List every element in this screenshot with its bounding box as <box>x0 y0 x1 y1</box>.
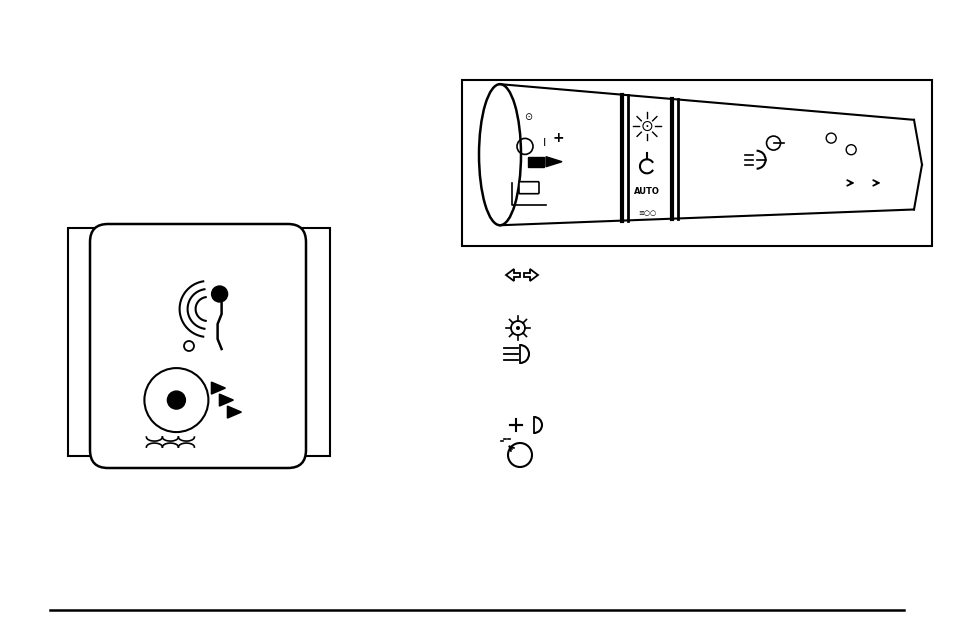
Polygon shape <box>545 156 561 167</box>
Text: I: I <box>543 138 546 148</box>
Polygon shape <box>227 406 241 418</box>
Circle shape <box>167 391 185 409</box>
Polygon shape <box>212 382 225 394</box>
Polygon shape <box>219 394 233 406</box>
Text: ≡○○: ≡○○ <box>638 210 656 216</box>
FancyBboxPatch shape <box>518 182 538 194</box>
Bar <box>461 80 931 246</box>
Circle shape <box>212 286 228 302</box>
Circle shape <box>516 326 519 330</box>
FancyBboxPatch shape <box>90 224 306 468</box>
Text: +: + <box>552 131 563 145</box>
Bar <box>68 228 330 456</box>
Text: ⊙: ⊙ <box>523 111 532 121</box>
Text: AUTO: AUTO <box>634 187 659 196</box>
Polygon shape <box>527 156 543 167</box>
Text: ⊙: ⊙ <box>639 119 653 134</box>
